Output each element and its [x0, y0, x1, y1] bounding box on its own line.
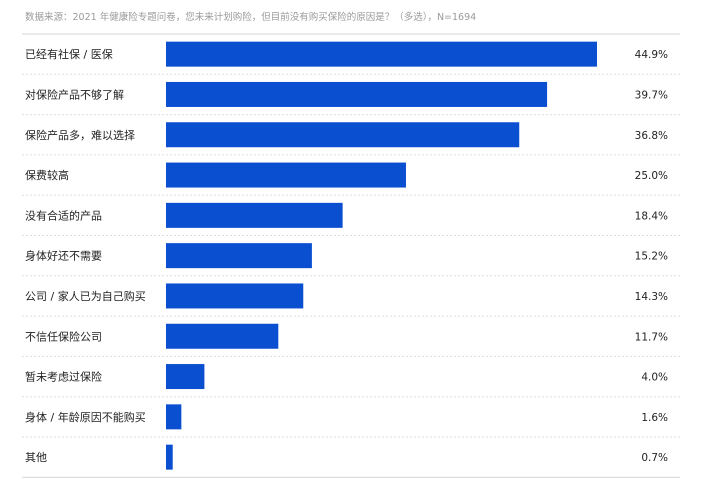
category-label: 暂未考虑过保险	[25, 370, 102, 384]
bar	[166, 364, 205, 390]
category-labels: 已经有社保 / 医保对保险产品不够了解保险产品多，难以选择保费较高没有合适的产品…	[25, 47, 146, 464]
value-label: 0.7%	[641, 452, 668, 464]
value-label: 11.7%	[635, 331, 668, 343]
category-label: 对保险产品不够了解	[25, 87, 124, 101]
value-labels: 44.9% 39.7% 36.8% 25.0% 18.4% 15.2% 14.3% 11.7%…	[635, 49, 668, 464]
bar	[166, 404, 182, 430]
grid-lines	[22, 33, 680, 478]
value-label: 14.3%	[635, 291, 668, 303]
category-label: 其他	[25, 451, 47, 464]
category-label: 已经有社保 / 医保	[25, 47, 113, 61]
bar	[166, 243, 312, 269]
category-label: 没有合适的产品	[25, 208, 102, 222]
value-label: 36.8%	[635, 130, 668, 142]
category-label: 保费较高	[25, 168, 69, 182]
bar	[166, 202, 343, 228]
bars	[166, 41, 597, 470]
value-label: 4.0%	[641, 372, 668, 384]
value-label: 1.6%	[641, 412, 668, 424]
value-label: 18.4%	[635, 210, 668, 222]
source-note: 数据来源：2021 年健康险专题问卷，您未来计划购险，但目前没有购买保险的原因是…	[25, 11, 476, 23]
bar	[166, 41, 597, 67]
bar	[166, 323, 279, 349]
category-label: 不信任保险公司	[25, 329, 102, 343]
value-label: 44.9%	[635, 49, 668, 61]
category-label: 公司 / 家人已为自己购买	[25, 289, 146, 303]
value-label: 25.0%	[635, 170, 668, 182]
bar	[166, 283, 304, 309]
bar	[166, 81, 548, 107]
category-label: 身体好还不需要	[25, 249, 102, 263]
bar	[166, 122, 520, 148]
category-label: 保险产品多，难以选择	[25, 128, 135, 142]
category-label: 身体 / 年龄原因不能购买	[25, 410, 146, 424]
bar	[166, 444, 173, 470]
value-label: 15.2%	[635, 251, 668, 263]
value-label: 39.7%	[635, 89, 668, 101]
bar	[166, 162, 406, 188]
